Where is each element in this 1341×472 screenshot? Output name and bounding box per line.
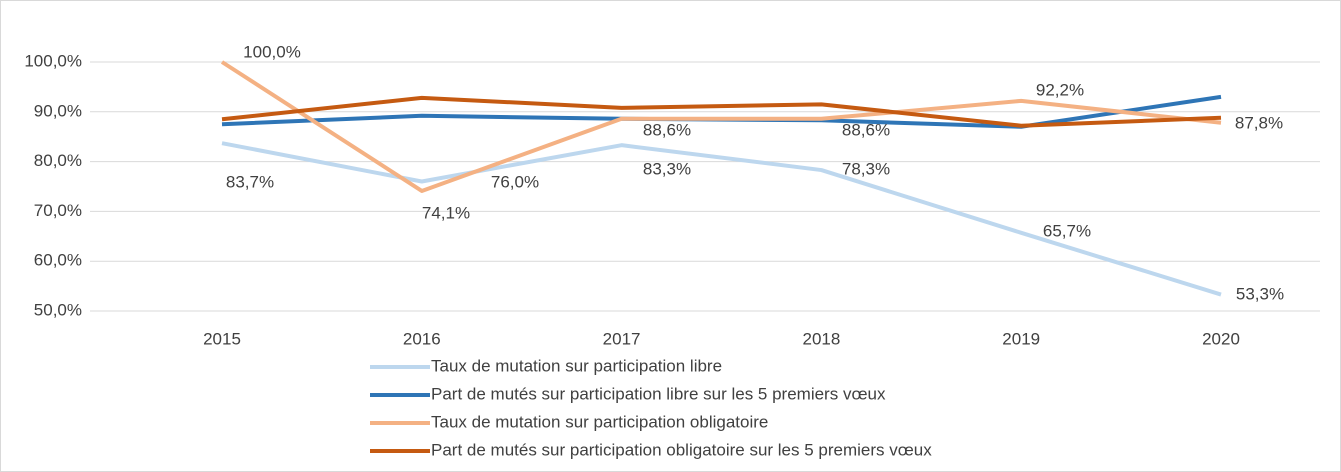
x-tick-label: 2015 xyxy=(203,329,241,348)
x-tick-label: 2020 xyxy=(1202,329,1240,348)
y-tick-label: 60,0% xyxy=(34,251,82,270)
data-label: 78,3% xyxy=(842,159,890,178)
data-label: 83,7% xyxy=(226,172,274,191)
x-tick-label: 2019 xyxy=(1002,329,1040,348)
data-label: 92,2% xyxy=(1036,80,1084,99)
series-line xyxy=(220,60,1222,193)
data-label: 100,0% xyxy=(243,42,301,61)
legend-label: Taux de mutation sur participation libre xyxy=(431,356,722,375)
data-label: 53,3% xyxy=(1236,284,1284,303)
series-line xyxy=(221,141,1222,297)
y-tick-label: 50,0% xyxy=(34,300,82,319)
y-tick-label: 70,0% xyxy=(34,201,82,220)
data-label: 88,6% xyxy=(842,120,890,139)
y-tick-label: 90,0% xyxy=(34,101,82,120)
y-tick-label: 100,0% xyxy=(24,51,82,70)
series-line xyxy=(221,95,1222,128)
data-label: 65,7% xyxy=(1043,221,1091,240)
data-label: 87,8% xyxy=(1235,113,1283,132)
legend-label: Taux de mutation sur participation oblig… xyxy=(431,412,768,431)
legend-label: Part de mutés sur participation libre su… xyxy=(431,384,886,403)
x-tick-label: 2017 xyxy=(603,329,641,348)
y-tick-label: 80,0% xyxy=(34,151,82,170)
x-tick-label: 2018 xyxy=(802,329,840,348)
legend-label: Part de mutés sur participation obligato… xyxy=(431,440,932,459)
x-tick-label: 2016 xyxy=(403,329,441,348)
data-label: 88,6% xyxy=(643,120,691,139)
data-label: 83,3% xyxy=(643,159,691,178)
data-label: 76,0% xyxy=(491,172,539,191)
data-label: 74,1% xyxy=(422,203,470,222)
